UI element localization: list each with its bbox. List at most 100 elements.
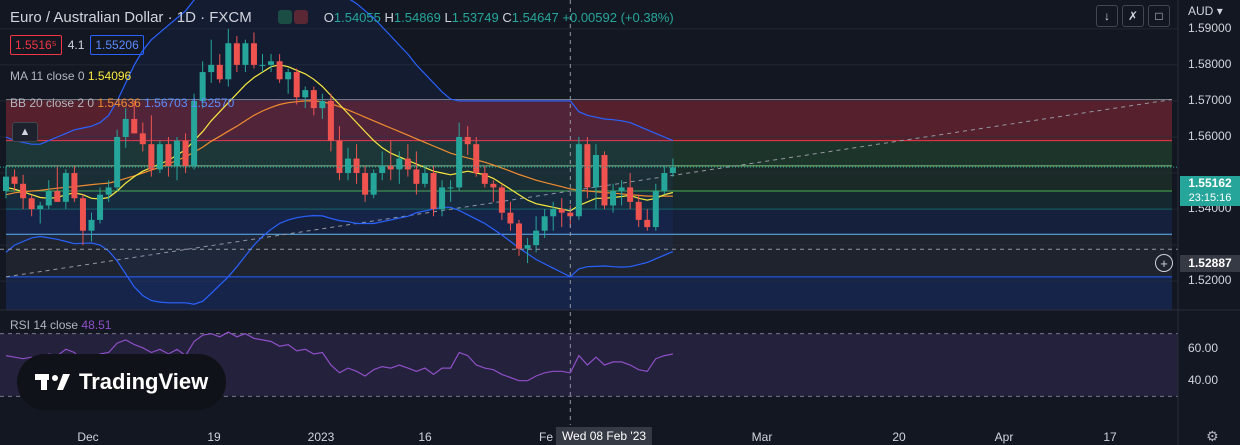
candle <box>233 36 240 73</box>
candle <box>490 180 497 202</box>
candle <box>88 212 95 242</box>
candle <box>97 187 104 224</box>
status-pill[interactable] <box>277 10 308 24</box>
candle-body <box>635 201 642 220</box>
candle-body <box>421 173 428 184</box>
candle <box>627 173 634 210</box>
bb-legend[interactable]: BB 20 close 2 0 1.54636 1.56703 1.52570 <box>10 96 235 110</box>
time-tick-label: 20 <box>892 430 906 444</box>
candle <box>191 93 198 170</box>
bb-lower-value: 1.52570 <box>190 96 235 110</box>
candle-body <box>473 144 480 174</box>
price-tick-label: 1.58000 <box>1188 56 1232 71</box>
candle-body <box>507 212 514 224</box>
low-value: 1.53749 <box>451 9 499 25</box>
ma-legend[interactable]: MA 11 close 0 1.54096 <box>10 69 132 83</box>
candle-body <box>353 158 360 174</box>
crosshair <box>0 0 1178 425</box>
candle-body <box>310 90 317 109</box>
time-tick-label: Fe <box>538 430 554 444</box>
crosshair-plus-icon[interactable]: + <box>1155 254 1173 272</box>
candle <box>430 165 437 217</box>
candle <box>533 216 540 253</box>
high-value: 1.54869 <box>393 9 441 25</box>
candle <box>644 209 651 231</box>
candle-body <box>199 72 206 101</box>
candle <box>11 169 18 192</box>
candle <box>481 165 488 188</box>
candle <box>592 144 599 210</box>
candles <box>3 28 676 264</box>
candle <box>310 86 317 116</box>
candle-body <box>396 158 403 170</box>
candle-body <box>584 144 591 188</box>
candle-body <box>558 209 565 213</box>
candle <box>293 68 300 105</box>
candle <box>45 180 52 210</box>
candle <box>242 39 249 73</box>
candle <box>362 165 369 202</box>
rsi-legend[interactable]: RSI 14 close 48.51 <box>10 318 112 332</box>
change-value: +0.00592 (+0.38%) <box>562 9 674 25</box>
candle-body <box>28 198 35 210</box>
buy-button[interactable]: 1.55206 <box>90 35 144 55</box>
candle <box>516 219 522 256</box>
candle-body <box>37 205 44 210</box>
candle <box>3 165 9 199</box>
candle-body <box>610 191 617 206</box>
candle-body <box>379 165 386 174</box>
fib-zone <box>6 234 1172 277</box>
symbol-title[interactable]: Euro / Australian Dollar · 1D · FXCM <box>10 8 252 26</box>
candle <box>353 144 360 184</box>
gear-icon[interactable]: ⚙ <box>1206 428 1219 444</box>
current-price-tag: 1.55162 23:15:16 <box>1180 176 1240 206</box>
bb-upper-value: 1.56703 <box>144 96 188 110</box>
candle <box>524 237 531 264</box>
candle-body <box>430 173 437 210</box>
candle <box>54 165 61 202</box>
time-tick-label: 2023 <box>307 430 335 444</box>
candle <box>601 151 608 210</box>
candle <box>439 180 446 217</box>
candle <box>507 201 514 231</box>
sell-button[interactable]: 1.5516⁵ <box>10 35 62 55</box>
candle-body <box>541 216 548 231</box>
candle-body <box>285 72 292 80</box>
candle-body <box>362 173 369 195</box>
candle <box>71 165 78 202</box>
candle-body <box>567 212 574 217</box>
bb-lower-line <box>5 206 674 305</box>
status-dot-green-icon <box>277 10 292 24</box>
pane-controls: ↓ ✗ □ <box>1096 5 1170 27</box>
candle-body <box>216 64 223 80</box>
fib-zone <box>6 191 1172 210</box>
candle <box>199 61 206 109</box>
candle <box>404 144 411 177</box>
candle <box>575 136 582 220</box>
logo-text: TradingView <box>79 369 209 394</box>
candle <box>139 122 146 152</box>
chart-header: Euro / Australian Dollar · 1D · FXCM O1.… <box>10 6 674 28</box>
cursor-date-tag: Wed 08 Feb '23 <box>555 427 653 445</box>
candle-body <box>575 144 582 217</box>
candle-body <box>54 191 61 202</box>
candle <box>464 126 471 155</box>
candle-body <box>550 209 557 217</box>
candle <box>148 115 155 177</box>
candle <box>114 129 121 192</box>
candle <box>610 183 617 213</box>
candle <box>618 180 625 206</box>
candle-body <box>208 64 215 73</box>
tradingview-logo[interactable]: TradingView <box>17 354 226 410</box>
expand-icon[interactable]: ✗ <box>1122 5 1144 27</box>
candle <box>37 201 44 224</box>
candle-body <box>439 187 446 210</box>
candle <box>79 194 86 246</box>
candle-body <box>524 245 531 249</box>
collapse-legend-button[interactable]: ▲ <box>12 122 38 142</box>
maximize-icon[interactable]: □ <box>1148 5 1170 27</box>
minimize-icon[interactable]: ↓ <box>1096 5 1118 27</box>
currency-select[interactable]: AUD ▾ <box>1188 4 1223 18</box>
candle-body <box>105 187 112 195</box>
